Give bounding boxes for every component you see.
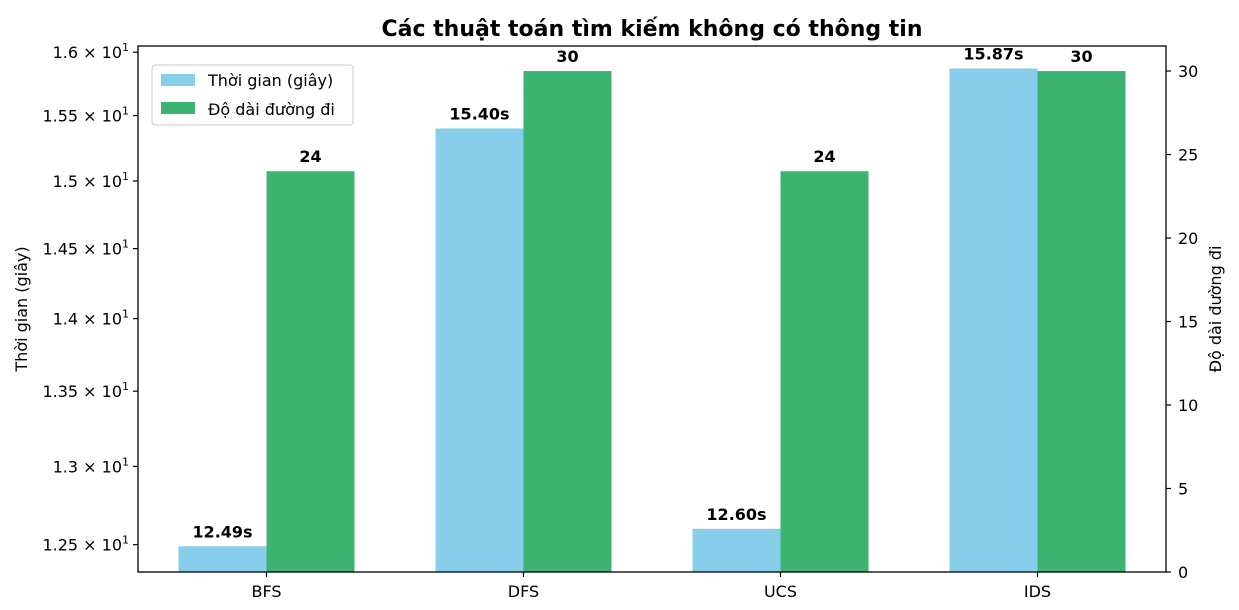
bars-group (178, 68, 1126, 573)
data-label-path-ids: 30 (1070, 47, 1092, 66)
y-right-tick-label: 25 (1178, 146, 1198, 165)
data-label-path-ucs: 24 (813, 147, 835, 166)
legend: Thời gian (giây) Độ dài đường đi (151, 64, 354, 126)
legend-swatch-path (161, 102, 195, 114)
y-right-tick-label: 10 (1178, 396, 1198, 415)
data-label-time-ids: 15.87s (963, 44, 1023, 63)
y-right-tick-label: 30 (1178, 62, 1198, 81)
bar-path-dfs (523, 71, 612, 573)
data-label-time-ucs: 12.60s (706, 505, 766, 524)
y-axis-right: 0 5 10 15 20 25 30 (1166, 62, 1198, 582)
x-tick-label-bfs: BFS (251, 582, 281, 601)
y-right-tick-label: 15 (1178, 313, 1198, 332)
y-axis-left: 1.25 × 101 1.3 × 101 1.35 × 101 1.4 × 101 1.… (42, 41, 138, 555)
chart-title: Các thuật toán tìm kiếm không có thông t… (381, 17, 922, 42)
y-right-tick-label: 5 (1178, 480, 1188, 499)
data-label-time-bfs: 12.49s (192, 522, 252, 541)
y-right-tick-label: 0 (1178, 563, 1188, 582)
y-left-tick-label: 1.6 × 101 (53, 41, 129, 62)
legend-swatch-time (161, 74, 195, 86)
x-tick-label-ids: IDS (1024, 582, 1051, 601)
legend-label-path: Độ dài đường đi (208, 100, 335, 119)
y-left-tick-label: 1.25 × 101 (42, 534, 129, 555)
y-left-tick-label: 1.5 × 101 (53, 170, 129, 191)
legend-label-time: Thời gian (giây) (207, 71, 333, 90)
plot-frame (137, 45, 1167, 573)
data-label-path-dfs: 30 (556, 47, 578, 66)
data-label-path-bfs: 24 (299, 147, 321, 166)
bar-labels-group: 12.49s 24 15.40s 30 12.60s 24 15.87s 30 (192, 44, 1092, 541)
y-left-tick-label: 1.3 × 101 (53, 455, 129, 476)
y-left-tick-label: 1.45 × 101 (42, 238, 129, 259)
y-left-tick-label: 1.4 × 101 (53, 308, 129, 329)
bar-path-ids (1037, 71, 1126, 573)
data-label-time-dfs: 15.40s (449, 104, 509, 123)
y-left-tick-label: 1.55 × 101 (42, 105, 129, 126)
bar-time-ucs (692, 528, 781, 572)
legend-box (151, 64, 354, 126)
bar-time-bfs (178, 546, 267, 572)
bar-time-ids (949, 68, 1038, 572)
bar-path-bfs (266, 171, 355, 572)
bar-path-ucs (780, 171, 869, 572)
y-axis-right-label: Độ dài đường đi (1206, 246, 1225, 373)
x-tick-label-ucs: UCS (764, 582, 797, 601)
y-axis-left-label: Thời gian (giây) (12, 246, 31, 372)
x-axis: BFS DFS UCS IDS (251, 572, 1051, 601)
y-left-tick-label: 1.35 × 101 (42, 380, 129, 401)
x-tick-label-dfs: DFS (508, 582, 539, 601)
bar-time-dfs (435, 128, 524, 572)
y-right-tick-label: 20 (1178, 229, 1198, 248)
